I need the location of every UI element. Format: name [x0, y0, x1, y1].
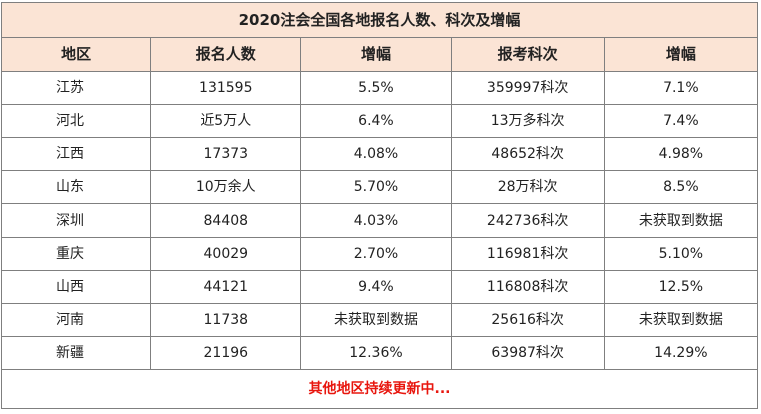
cell-region: 新疆 — [0, 336, 152, 371]
cell-applicants: 131595 — [150, 70, 302, 105]
table-row: 江苏 131595 5.5% 359997科次 7.1% — [0, 70, 759, 105]
cell-applicants: 10万余人 — [150, 170, 302, 205]
table-footer-row: 其他地区持续更新中... — [1, 369, 758, 409]
cell-applicants: 21196 — [150, 336, 302, 371]
cell-region: 河南 — [0, 303, 152, 338]
cell-subject-growth: 8.5% — [603, 170, 759, 205]
update-notice: 其他地区持续更新中... — [1, 369, 758, 409]
cell-subject-count: 13万多科次 — [450, 103, 605, 138]
table-row: 江西 17373 4.08% 48652科次 4.98% — [0, 136, 759, 172]
cell-subject-count: 28万科次 — [450, 170, 605, 205]
header-applicants-growth: 增幅 — [300, 37, 452, 72]
cell-subject-count: 63987科次 — [450, 336, 605, 371]
cell-applicants: 17373 — [150, 136, 302, 172]
cell-applicants-growth: 5.5% — [300, 70, 452, 105]
table-row: 山东 10万余人 5.70% 28万科次 8.5% — [0, 170, 759, 205]
table-header-row: 地区 报名人数 增幅 报考科次 增幅 — [0, 37, 759, 72]
table-title: 2020注会全国各地报名人数、科次及增幅 — [1, 1, 758, 39]
cell-region: 江苏 — [0, 70, 152, 105]
cell-subject-growth: 14.29% — [603, 336, 759, 371]
cell-applicants: 40029 — [150, 236, 302, 271]
cell-applicants: 11738 — [150, 303, 302, 338]
cell-applicants: 84408 — [150, 203, 302, 238]
cell-region: 重庆 — [0, 236, 152, 271]
table-row: 河北 近5万人 6.4% 13万多科次 7.4% — [0, 103, 759, 138]
header-region: 地区 — [0, 37, 152, 72]
cell-applicants-growth: 4.03% — [300, 203, 452, 238]
cell-applicants: 近5万人 — [150, 103, 302, 138]
table-row: 新疆 21196 12.36% 63987科次 14.29% — [0, 336, 759, 371]
cell-region: 江西 — [0, 136, 152, 172]
table-title-row: 2020注会全国各地报名人数、科次及增幅 — [1, 1, 758, 39]
cell-subject-growth: 7.1% — [603, 70, 759, 105]
cell-region: 河北 — [0, 103, 152, 138]
cell-subject-growth: 未获取到数据 — [603, 303, 759, 338]
header-applicants: 报名人数 — [150, 37, 302, 72]
cell-subject-growth: 12.5% — [603, 269, 759, 305]
table-row: 河南 11738 未获取到数据 25616科次 未获取到数据 — [0, 303, 759, 338]
cell-subject-count: 48652科次 — [450, 136, 605, 172]
header-subject-growth: 增幅 — [603, 37, 759, 72]
cell-applicants-growth: 4.08% — [300, 136, 452, 172]
cell-applicants-growth: 12.36% — [300, 336, 452, 371]
table-row: 深圳 84408 4.03% 242736科次 未获取到数据 — [0, 203, 759, 238]
header-subject-count: 报考科次 — [450, 37, 605, 72]
cell-region: 山西 — [0, 269, 152, 305]
cell-applicants-growth: 2.70% — [300, 236, 452, 271]
cell-subject-count: 359997科次 — [450, 70, 605, 105]
cell-subject-growth: 4.98% — [603, 136, 759, 172]
cell-subject-growth: 5.10% — [603, 236, 759, 271]
cell-subject-growth: 7.4% — [603, 103, 759, 138]
cell-region: 深圳 — [0, 203, 152, 238]
cell-subject-growth: 未获取到数据 — [603, 203, 759, 238]
cell-subject-count: 25616科次 — [450, 303, 605, 338]
cell-applicants-growth: 9.4% — [300, 269, 452, 305]
cell-applicants-growth: 5.70% — [300, 170, 452, 205]
cell-subject-count: 116808科次 — [450, 269, 605, 305]
cell-region: 山东 — [0, 170, 152, 205]
table-row: 山西 44121 9.4% 116808科次 12.5% — [0, 269, 759, 305]
cell-applicants-growth: 6.4% — [300, 103, 452, 138]
cell-subject-count: 242736科次 — [450, 203, 605, 238]
cell-applicants-growth: 未获取到数据 — [300, 303, 452, 338]
table-row: 重庆 40029 2.70% 116981科次 5.10% — [0, 236, 759, 271]
cell-subject-count: 116981科次 — [450, 236, 605, 271]
cell-applicants: 44121 — [150, 269, 302, 305]
